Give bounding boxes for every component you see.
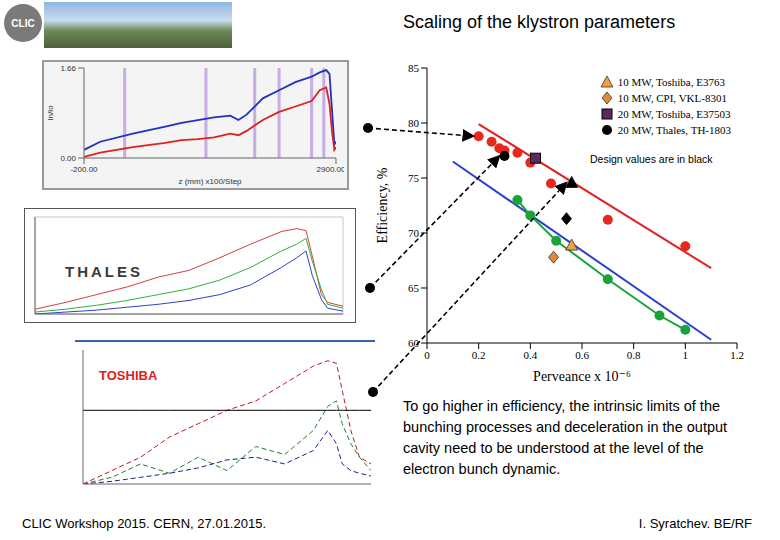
svg-text:1: 1	[683, 349, 689, 361]
svg-text:0.4: 0.4	[523, 349, 537, 361]
svg-text:75: 75	[408, 172, 420, 184]
html-text:THALES: THALES	[65, 263, 143, 280]
html-text:CLIC: CLIC	[11, 17, 35, 29]
svg-text:80: 80	[408, 117, 420, 129]
svg-text:70: 70	[408, 227, 420, 239]
html-text:TOSHIBA: TOSHIBA	[99, 368, 158, 383]
svg-text:0: 0	[424, 349, 430, 361]
html-text:20 MW, Thales, TH-1803: 20 MW, Thales, TH-1803	[617, 124, 731, 136]
svg-text:z (mm) x100/Step: z (mm) x100/Step	[178, 177, 242, 186]
svg-text:In/Io: In/Io	[46, 105, 55, 121]
html-text:To go higher in efficiency, th: To go higher in efficiency, the intrinsi…	[403, 398, 728, 477]
html-text:Design values are in black: Design values are in black	[590, 153, 713, 165]
html-text:CLIC Workshop 2015. CERN, 27.0: CLIC Workshop 2015. CERN, 27.01.2015.	[22, 516, 266, 531]
svg-text:0.00: 0.00	[60, 154, 76, 163]
svg-text:Perveance x 10⁻⁶: Perveance x 10⁻⁶	[533, 369, 631, 384]
html-text:I. Syratchev. BE/RF: I. Syratchev. BE/RF	[638, 516, 752, 531]
svg-text:0.8: 0.8	[627, 349, 641, 361]
html-text:10 MW, CPI, VKL-8301: 10 MW, CPI, VKL-8301	[617, 92, 727, 104]
svg-text:Efficiency, %: Efficiency, %	[375, 167, 390, 243]
svg-text:-200.00: -200.00	[70, 165, 98, 174]
svg-text:1.66: 1.66	[60, 64, 76, 73]
svg-text:0.2: 0.2	[472, 349, 486, 361]
svg-text:65: 65	[408, 282, 420, 294]
svg-text:60: 60	[408, 337, 420, 349]
svg-text:0.6: 0.6	[575, 349, 589, 361]
svg-text:85: 85	[408, 62, 420, 74]
html-text:20 MW, Toshiba, E37503: 20 MW, Toshiba, E37503	[617, 108, 731, 120]
svg-text:1.2: 1.2	[730, 349, 744, 361]
svg-text:2900.00: 2900.00	[317, 165, 344, 174]
html-text:Scaling of the klystron parame: Scaling of the klystron parameters	[403, 12, 676, 32]
html-text:10 MW, Toshiba, E3763: 10 MW, Toshiba, E3763	[617, 76, 725, 88]
